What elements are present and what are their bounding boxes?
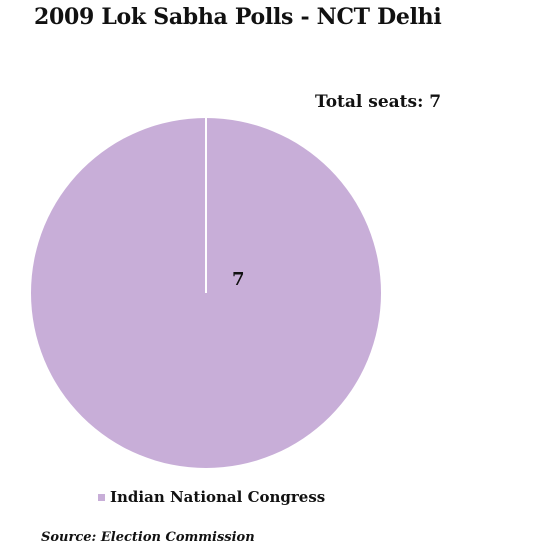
legend-swatch-inc bbox=[98, 493, 105, 501]
source-note: Source: Election Commission bbox=[41, 530, 255, 545]
total-seats-annotation: Total seats: 7 bbox=[315, 92, 442, 112]
pie-slice-label-0: 7 bbox=[232, 269, 245, 290]
legend-label-inc: Indian National Congress bbox=[110, 488, 326, 506]
chart-title: 2009 Lok Sabha Polls - NCT Delhi bbox=[34, 4, 442, 30]
legend: Indian National Congress bbox=[98, 488, 325, 506]
